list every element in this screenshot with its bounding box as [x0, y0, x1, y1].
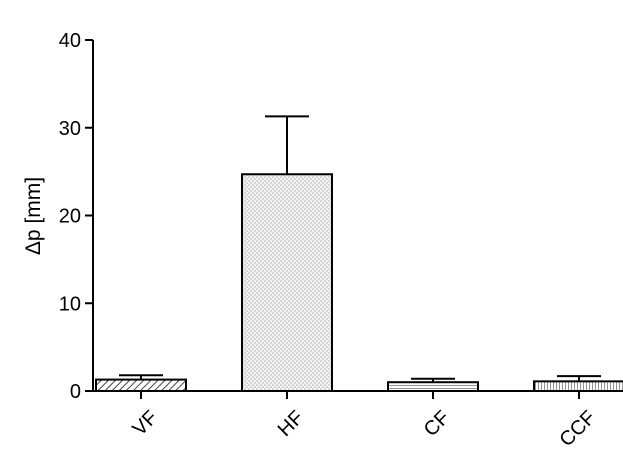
bar-hf: [241, 173, 333, 392]
x-tick-label: CF: [420, 407, 454, 441]
bar-vf: [95, 378, 187, 392]
y-tick-label: 0: [70, 381, 81, 403]
y-tick-label: 10: [59, 293, 81, 315]
y-tick-label: 30: [59, 118, 81, 140]
x-axis: VF HF CF CCF: [93, 390, 620, 452]
y-axis: 0 10 20 30 40: [59, 30, 94, 403]
x-tick-label: CCF: [556, 407, 601, 452]
bars: [95, 115, 623, 393]
x-tick-label: HF: [274, 407, 308, 441]
x-tick-label: VF: [129, 407, 163, 441]
y-axis-title: Δp [mm]: [22, 177, 45, 255]
y-tick-label: 40: [59, 30, 81, 52]
bar-cf: [387, 381, 479, 393]
y-tick-label: 20: [59, 206, 81, 228]
bar-ccf: [533, 380, 623, 393]
